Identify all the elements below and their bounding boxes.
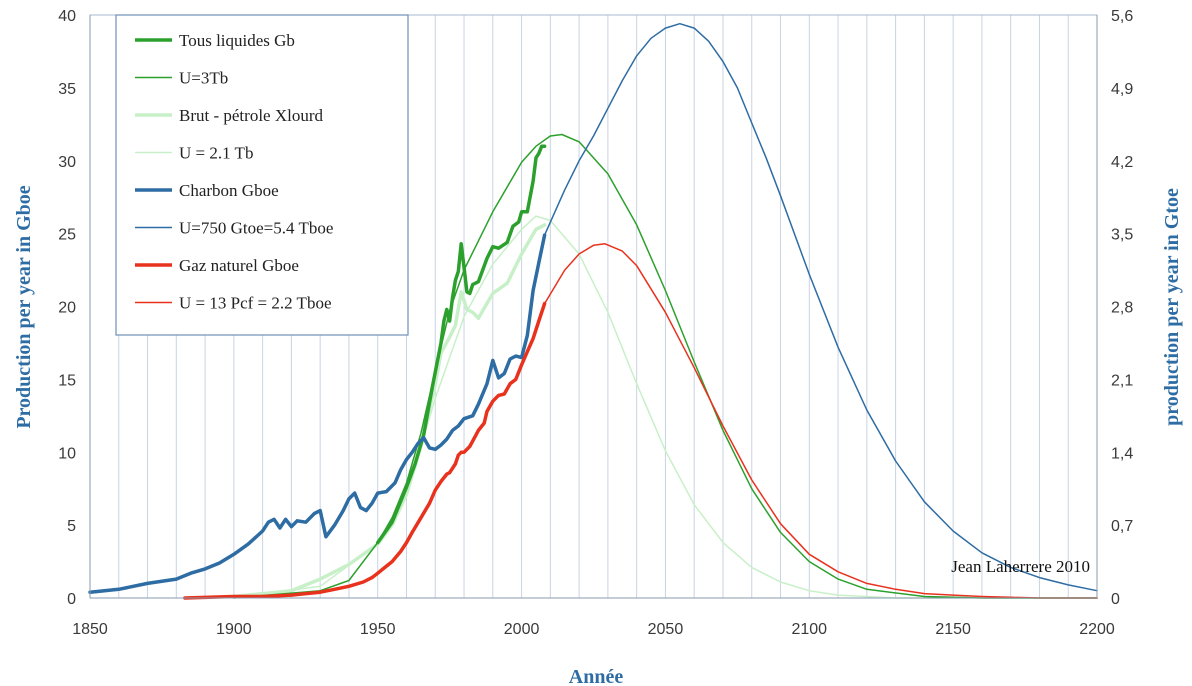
series-line [543,22,1098,592]
series-line [88,233,547,594]
x-tick-label: 1850 [72,621,108,638]
y2-tick-label: 4,9 [1111,81,1133,98]
tick-labels: 1850 1900 1950 2000 2050 2100 2150 2200 0 5 10 15 20… [58,8,1133,638]
series-line [232,223,547,599]
y-tick-label: 10 [58,445,76,462]
y-tick-label: 35 [58,81,76,98]
series-line [375,144,547,545]
y2-tick-label: 5,6 [1111,8,1133,25]
y-tick-label: 15 [58,372,76,389]
legend-box [115,14,409,336]
legend: Tous liquides Gb U=3Tb Brut - pétrole Xlou… [115,14,409,336]
y-tick-label: 20 [58,300,76,317]
x-tick-label: 2000 [504,621,540,638]
x-tick-label: 2150 [935,621,971,638]
y-tick-label: 25 [58,227,76,244]
author-annotation: Jean Laherrere 2010 [951,557,1090,576]
x-tick-label: 1900 [216,621,252,638]
legend-label: Charbon Gboe [179,181,279,200]
legend-items: Tous liquides Gb U=3Tb Brut - pétrole Xlou… [135,31,333,313]
y2-tick-label: 0,7 [1111,518,1133,535]
x-tick-label: 1950 [360,621,396,638]
y2-tick-label: 4,2 [1111,154,1133,171]
legend-label: U = 2.1 Tb [179,144,253,163]
legend-label: Gaz naturel Gboe [179,256,299,275]
y2-axis-title: production per year in Gtoe [1161,188,1183,426]
y2-tick-label: 1,4 [1111,445,1133,462]
y-tick-label: 5 [67,518,76,535]
y2-tick-label: 3,5 [1111,227,1133,244]
x-tick-label: 2050 [648,621,684,638]
legend-label: Brut - pétrole Xlourd [179,106,323,125]
y-tick-label: 40 [58,8,76,25]
y2-tick-label: 2,8 [1111,300,1133,317]
y-tick-label: 30 [58,154,76,171]
x-axis-title: Année [569,666,624,686]
series-line [183,301,547,600]
legend-label: U = 13 Pcf = 2.2 Tboe [179,294,332,313]
y-tick-label: 0 [67,591,76,608]
x-tick-label: 2200 [1079,621,1115,638]
series-line [543,243,1098,599]
legend-label: U=750 Gtoe=5.4 Tboe [179,219,333,238]
x-tick-label: 2100 [791,621,827,638]
axes [89,15,1098,599]
y2-tick-label: 2,1 [1111,372,1133,389]
series-layer [88,22,1098,600]
y-axis-title: Production per year in Gboe [13,185,35,428]
y2-tick-label: 0 [1111,591,1120,608]
legend-label: Tous liquides Gb [179,31,295,50]
legend-label: U=3Tb [179,69,228,88]
